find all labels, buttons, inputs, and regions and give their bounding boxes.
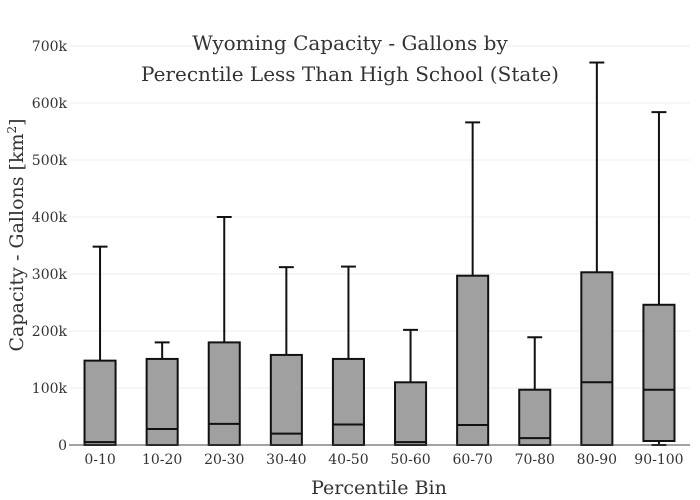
x-tick-label: 10-20 (142, 452, 182, 468)
box-60-70 (456, 121, 490, 446)
x-tick-label: 40-50 (328, 452, 368, 468)
box-series (83, 61, 676, 447)
x-tick-label: 20-30 (204, 452, 244, 468)
x-tick-label: 0-10 (84, 452, 115, 468)
x-tick-label: 90-100 (634, 452, 683, 468)
x-axis-title: Percentile Bin (311, 477, 447, 499)
y-tick-label: 200k (32, 324, 68, 340)
box-10-20 (145, 341, 179, 446)
y-axis-title-main: Capacity - Gallons [km (6, 134, 28, 352)
box-0-10 (83, 245, 117, 447)
box-50-60 (394, 328, 428, 446)
y-tick-label: 400k (32, 210, 68, 226)
y-tick-label: 700k (32, 39, 68, 55)
chart-title-line-2: Perecntile Less Than High School (State) (141, 62, 559, 86)
box-iqr (394, 381, 428, 446)
box-iqr (580, 271, 614, 447)
x-tick-label: 70-80 (515, 452, 555, 468)
chart-title-line-1: Wyoming Capacity - Gallons by (192, 31, 508, 55)
x-tick-label: 30-40 (266, 452, 306, 468)
box-iqr (642, 303, 676, 443)
x-tick-labels: 0-10 10-20 20-30 30-40 40-50 50-60 60-70 70-80 8… (84, 452, 683, 468)
box-iqr (207, 341, 241, 446)
y-tick-labels: 0 100k 200k 300k 400k 500k 600k 700k (32, 39, 68, 454)
y-axis-title-superscript: 2 (5, 126, 19, 134)
x-tick-label: 50-60 (390, 452, 430, 468)
box-30-40 (269, 266, 303, 446)
y-axis-title: Capacity - Gallons [km2] (5, 118, 28, 351)
box-iqr (83, 359, 117, 447)
box-70-80 (518, 336, 552, 446)
y-axis-title-end: ] (6, 118, 28, 125)
box-40-50 (331, 265, 365, 446)
box-20-30 (207, 216, 241, 446)
y-tick-label: 300k (32, 267, 68, 283)
y-tick-label: 0 (58, 438, 67, 454)
x-tick-label: 80-90 (577, 452, 617, 468)
box-iqr (518, 388, 552, 446)
box-iqr (331, 357, 365, 446)
box-90-100 (642, 111, 676, 446)
grid-lines (69, 45, 690, 389)
y-tick-label: 600k (32, 96, 68, 112)
y-tick-label: 100k (32, 381, 68, 397)
box-80-90 (580, 61, 614, 447)
box-iqr (145, 357, 179, 446)
box-iqr (456, 274, 490, 446)
y-tick-label: 500k (32, 153, 68, 169)
box-iqr (269, 353, 303, 446)
x-tick-label: 60-70 (452, 452, 492, 468)
